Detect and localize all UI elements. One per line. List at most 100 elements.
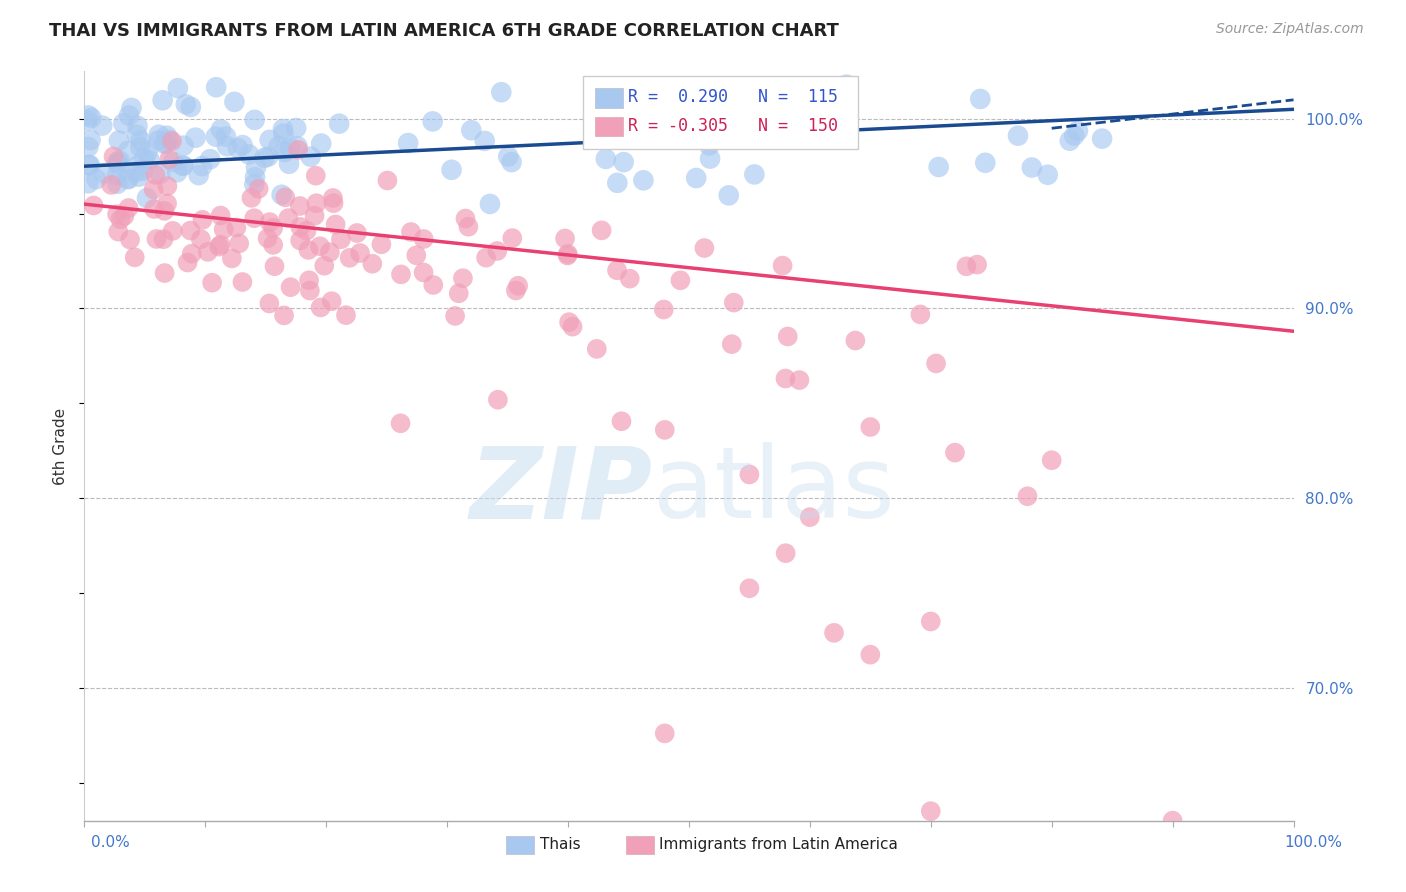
Point	[112, 116, 135, 130]
Point	[772, 259, 794, 273]
Point	[319, 245, 342, 260]
Point	[285, 120, 308, 135]
Point	[298, 284, 321, 298]
Point	[654, 423, 676, 437]
Point	[966, 258, 988, 272]
Point	[288, 234, 311, 248]
Point	[776, 329, 799, 343]
Point	[271, 122, 294, 136]
Y-axis label: 6th Grade: 6th Grade	[53, 408, 69, 484]
Point	[77, 158, 100, 172]
Point	[297, 243, 319, 257]
Point	[298, 273, 321, 287]
Point	[173, 138, 195, 153]
Text: ZIP: ZIP	[470, 442, 652, 540]
Point	[669, 273, 692, 287]
Point	[699, 152, 721, 166]
Point	[505, 284, 527, 298]
Point	[422, 277, 444, 292]
Point	[198, 152, 221, 166]
Point	[280, 280, 302, 294]
Point	[245, 161, 267, 175]
Point	[619, 271, 641, 285]
Point	[370, 237, 392, 252]
Text: Source: ZipAtlas.com: Source: ZipAtlas.com	[1216, 22, 1364, 37]
Point	[491, 85, 513, 99]
Point	[928, 160, 950, 174]
Text: 0.0%: 0.0%	[91, 836, 131, 850]
Point	[262, 221, 284, 235]
Point	[209, 209, 232, 223]
Point	[835, 78, 858, 92]
Point	[184, 130, 207, 145]
Point	[305, 169, 328, 183]
Point	[288, 199, 311, 213]
Point	[162, 155, 184, 169]
Text: R = -0.305   N =  150: R = -0.305 N = 150	[628, 117, 838, 135]
Point	[107, 177, 129, 191]
Point	[322, 191, 344, 205]
Point	[149, 167, 172, 181]
Point	[603, 125, 626, 139]
Point	[267, 139, 290, 153]
Point	[920, 615, 942, 629]
Point	[167, 81, 190, 95]
Point	[447, 286, 470, 301]
Point	[591, 223, 613, 237]
Point	[191, 159, 214, 173]
Point	[103, 149, 125, 163]
Point	[389, 268, 412, 282]
Point	[339, 251, 361, 265]
Point	[77, 140, 100, 154]
Point	[273, 145, 295, 160]
Point	[121, 101, 143, 115]
Point	[412, 232, 434, 246]
Point	[325, 218, 347, 232]
Point	[799, 510, 821, 524]
Point	[107, 157, 129, 171]
Point	[1007, 128, 1029, 143]
Point	[486, 392, 509, 407]
Point	[79, 158, 101, 172]
Point	[83, 198, 105, 212]
Point	[259, 296, 281, 310]
Point	[329, 232, 352, 246]
Point	[585, 127, 607, 141]
Point	[654, 726, 676, 740]
Point	[720, 337, 742, 351]
Point	[460, 123, 482, 137]
Point	[508, 278, 530, 293]
Point	[744, 168, 766, 182]
Point	[76, 113, 98, 128]
Point	[309, 301, 332, 315]
Point	[77, 176, 100, 190]
Point	[309, 239, 332, 253]
Point	[257, 150, 280, 164]
Point	[243, 170, 266, 185]
Point	[224, 95, 246, 109]
Point	[208, 239, 231, 253]
Point	[457, 219, 479, 234]
Point	[205, 80, 228, 95]
Point	[501, 231, 523, 245]
Point	[474, 134, 496, 148]
Point	[304, 209, 326, 223]
Point	[107, 155, 129, 169]
Point	[243, 178, 266, 192]
Point	[969, 92, 991, 106]
Point	[162, 224, 184, 238]
Point	[314, 259, 336, 273]
Point	[180, 246, 202, 260]
Point	[125, 164, 148, 178]
Point	[775, 546, 797, 560]
Point	[925, 356, 948, 370]
Point	[256, 231, 278, 245]
Point	[160, 134, 183, 148]
Point	[349, 246, 371, 260]
Point	[389, 417, 412, 431]
Point	[274, 190, 297, 204]
Point	[287, 143, 309, 157]
Point	[201, 276, 224, 290]
Point	[152, 232, 174, 246]
Point	[148, 133, 170, 147]
